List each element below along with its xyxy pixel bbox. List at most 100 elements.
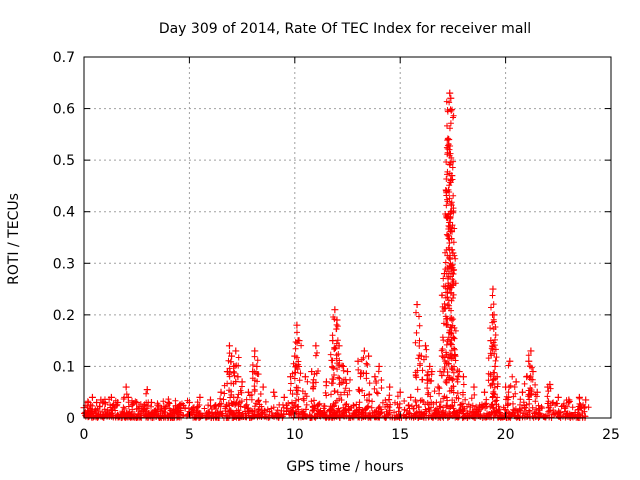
cluster-marker (238, 389, 245, 396)
noise-marker (368, 404, 375, 411)
cluster-marker (296, 412, 303, 419)
data-point-marker (244, 388, 252, 396)
cluster-marker (450, 291, 457, 298)
cluster-marker (396, 400, 403, 407)
cluster-marker (510, 410, 517, 417)
data-point-marker (506, 357, 514, 365)
cluster-marker (331, 372, 338, 379)
noise-marker (555, 410, 562, 417)
cluster-marker (447, 350, 454, 357)
cluster-marker (472, 409, 479, 416)
data-point-marker (185, 399, 193, 407)
cluster-marker (320, 402, 327, 409)
cluster-marker (454, 390, 461, 397)
noise-marker (214, 409, 221, 416)
cluster-marker (450, 158, 457, 165)
data-point-marker (97, 396, 105, 404)
cluster-marker (386, 392, 393, 399)
cluster-marker (394, 393, 401, 400)
data-point-marker (280, 393, 288, 401)
noise-marker (136, 404, 143, 411)
data-point-marker (301, 373, 309, 381)
cluster-marker (506, 384, 513, 391)
noise-marker (420, 410, 427, 417)
cluster-marker (442, 259, 449, 266)
cluster-marker (221, 382, 228, 389)
data-point-marker (525, 357, 533, 365)
cluster-marker (449, 269, 456, 276)
noise-marker (564, 414, 571, 421)
cluster-marker (416, 412, 423, 419)
data-point-marker (259, 383, 267, 391)
cluster-marker (446, 195, 453, 202)
cluster-marker (438, 372, 445, 379)
cluster-marker (447, 208, 454, 215)
data-point-marker (228, 352, 236, 360)
cluster-marker (577, 402, 584, 409)
cluster-marker (563, 403, 570, 410)
cluster-marker (448, 224, 455, 231)
cluster-marker (490, 301, 497, 308)
cluster-marker (449, 365, 456, 372)
cluster-marker (545, 398, 552, 405)
cluster-marker (450, 114, 457, 121)
cluster-marker (255, 371, 262, 378)
cluster-marker (336, 395, 343, 402)
cluster-marker (525, 391, 532, 398)
cluster-marker (532, 381, 539, 388)
cluster-marker (443, 341, 450, 348)
cluster-marker (374, 390, 381, 397)
cluster-marker (449, 247, 456, 254)
data-point-marker (386, 383, 394, 391)
cluster-marker (312, 379, 319, 386)
noise-marker (319, 410, 326, 417)
noise-marker (178, 400, 185, 407)
data-point-marker (493, 373, 501, 381)
cluster-marker (412, 339, 419, 346)
data-point-marker (512, 378, 520, 386)
cluster-marker (444, 285, 451, 292)
cluster-marker (491, 412, 498, 419)
noise-marker (258, 413, 265, 420)
noise-marker (483, 403, 490, 410)
cluster-marker (439, 346, 446, 353)
data-point-marker (582, 396, 590, 404)
noise-marker (157, 412, 164, 419)
cluster-marker (322, 389, 329, 396)
cluster-marker (491, 318, 498, 325)
cluster-marker (336, 362, 343, 369)
noise-marker (446, 405, 453, 412)
cluster-marker (257, 391, 264, 398)
cluster-marker (293, 329, 300, 336)
data-point-marker (446, 89, 454, 97)
noise-marker (137, 401, 144, 408)
cluster-marker (554, 400, 561, 407)
cluster-marker (532, 398, 539, 405)
data-point-marker (101, 399, 109, 407)
cluster-marker (331, 344, 338, 351)
cluster-marker (433, 407, 440, 414)
cluster-marker (334, 366, 341, 373)
data-point-marker (481, 388, 489, 396)
cluster-marker (143, 390, 150, 397)
cluster-marker (490, 326, 497, 333)
cluster-marker (361, 392, 368, 399)
cluster-marker (412, 397, 419, 404)
cluster-marker (449, 294, 456, 301)
noise-marker (449, 403, 456, 410)
noise-marker (180, 412, 187, 419)
cluster-marker (444, 372, 451, 379)
cluster-marker (449, 276, 456, 283)
cluster-marker (232, 378, 239, 385)
cluster-marker (424, 371, 431, 378)
cluster-marker (413, 309, 420, 316)
cluster-marker (125, 399, 132, 406)
cluster-marker (271, 393, 278, 400)
cluster-marker (526, 396, 533, 403)
noise-marker (529, 404, 536, 411)
cluster-marker (528, 376, 535, 383)
cluster-marker (235, 354, 242, 361)
noise-marker (356, 399, 363, 406)
noise-marker (268, 409, 275, 416)
